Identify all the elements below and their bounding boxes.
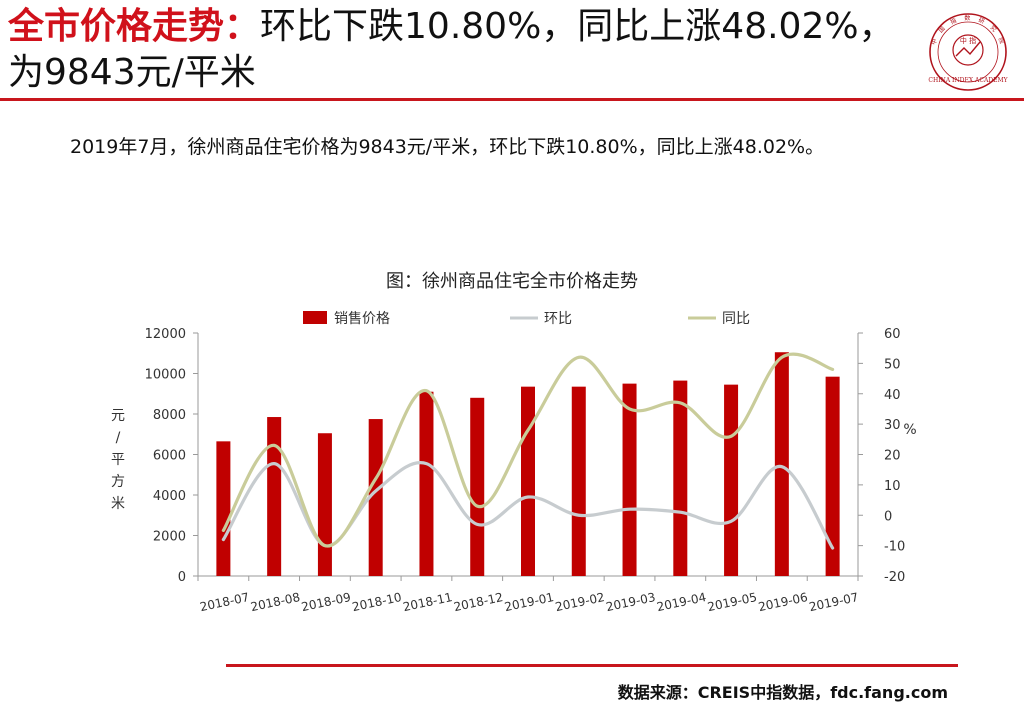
price-bar [470,397,485,576]
legend-label-mom: 环比 [544,311,572,327]
left-axis-title-char: 平 [111,452,125,468]
x-tick-label: 2018-07 [199,590,251,614]
price-bar [419,391,434,576]
logo-ring-char: 院 [997,36,1007,45]
legend-label-yoy: 同比 [722,311,750,327]
china-index-academy-logo: 中国指数研究院 中 指 CHINA INDEX ACADEMY [928,13,1009,91]
summary-text: 2019年7月，徐州商品住宅价格为9843元/平米，环比下跌10.80%，同比上… [70,136,825,158]
headline-text: 环比下跌10.80%，同比上涨48.02%，为9843元/平米 [8,6,895,93]
left-tick-label: 0 [178,570,186,585]
left-tick-label: 10000 [145,368,186,383]
price-bar [216,441,231,576]
price-bar [622,383,637,576]
data-source: 数据来源：CREIS中指数据，fdc.fang.com [617,683,948,702]
logo-ring-char: 中 [929,37,939,45]
price-bar [521,386,535,576]
logo-ring-char: 研 [977,17,985,26]
right-tick-label: 40 [884,388,901,403]
headline-highlight: 全市价格走势： [8,6,261,47]
headline: 全市价格走势：环比下跌10.80%，同比上涨48.02%，为9843元/平米 [8,4,898,96]
legend-swatch-price [303,311,327,324]
logo-ring-char: 指 [949,16,958,26]
x-tick-label: 2019-01 [503,590,555,614]
left-tick-label: 6000 [153,449,186,464]
left-axis-title-char: 米 [111,496,125,512]
price-bar [673,380,688,576]
x-tick-label: 2019-02 [554,590,606,614]
right-tick-label: -20 [884,570,905,585]
yoy-line [221,352,835,548]
price-bar [571,386,586,576]
x-tick-label: 2019-03 [605,590,657,614]
x-tick-label: 2019-05 [706,590,758,614]
right-tick-label: 20 [884,449,901,464]
left-tick-label: 4000 [153,489,186,504]
price-bar [317,433,332,576]
x-tick-label: 2019-07 [808,590,860,614]
left-axis-title-char: 元 [111,408,125,424]
right-tick-label: 0 [884,509,892,524]
logo-english-text: CHINA INDEX ACADEMY [928,77,1008,84]
logo-ring-char: 国 [937,25,946,34]
x-tick-label: 2019-04 [655,590,707,614]
price-bar [774,352,789,576]
x-tick-label: 2018-09 [300,590,352,614]
x-tick-label: 2018-10 [351,590,403,614]
top-rule [0,98,1024,101]
bottom-rule [226,664,958,667]
logo-center-text: 中 指 [960,36,976,45]
logo-ring-char: 究 [989,24,999,34]
price-bar [267,417,282,576]
left-tick-label: 2000 [153,530,186,545]
right-axis-title: % [903,422,916,438]
left-axis-title-char: / [116,430,121,446]
left-tick-label: 12000 [145,327,186,342]
left-tick-label: 8000 [153,408,186,423]
x-tick-label: 2019-06 [757,590,809,614]
right-tick-label: 10 [884,479,901,494]
right-tick-label: -10 [884,540,905,555]
right-tick-label: 50 [884,357,901,372]
chart-title: 图：徐州商品住宅全市价格走势 [386,271,638,292]
legend-label-price: 销售价格 [334,311,390,327]
right-tick-label: 60 [884,327,901,342]
left-axis-title-char: 方 [111,474,125,490]
price-bar [825,376,840,576]
logo-ring-char: 数 [964,14,970,22]
right-tick-label: 30 [884,418,901,433]
x-tick-label: 2018-12 [452,590,504,614]
x-tick-label: 2018-08 [249,590,301,614]
x-tick-label: 2018-11 [402,590,454,614]
price-bar [724,384,739,576]
price-bar [368,419,383,576]
